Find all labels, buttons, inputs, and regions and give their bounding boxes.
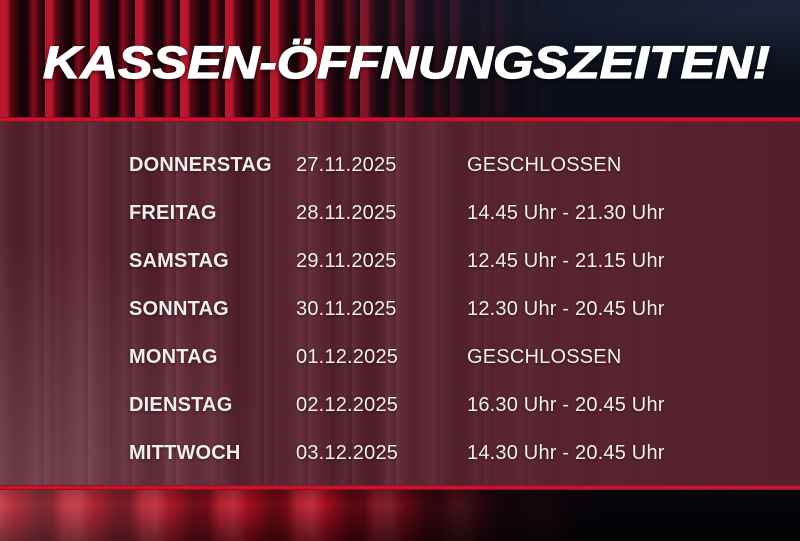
table-cell-date: 02.12.2025: [296, 393, 399, 416]
table-cell-hours: GESCHLOSSEN: [467, 153, 622, 176]
table-cell-day: SAMSTAG: [129, 249, 229, 272]
schedule-panel: DONNERSTAG 27.11.2025 GESCHLOSSEN FREITA…: [0, 122, 800, 485]
poster-title-graphic: KASSEN-ÖFFNUNGSZEITEN!: [42, 36, 770, 88]
table-cell-day: MONTAG: [129, 345, 218, 368]
table-cell-date: 01.12.2025: [296, 345, 399, 368]
table-cell-hours: 14.45 Uhr - 21.30 Uhr: [467, 201, 665, 224]
curtain-header: KASSEN-ÖFFNUNGSZEITEN!: [0, 0, 800, 117]
table-cell-day: DIENSTAG: [129, 393, 233, 416]
table-cell-date: 29.11.2025: [296, 249, 397, 272]
table-cell-date: 27.11.2025: [296, 153, 397, 176]
table-cell-hours: 14.30 Uhr - 20.45 Uhr: [467, 441, 665, 464]
table-cell-day: DONNERSTAG: [129, 153, 272, 176]
table-cell-day: MITTWOCH: [129, 441, 241, 464]
top-red-divider: [0, 117, 800, 122]
table-cell-date: 03.12.2025: [296, 441, 399, 464]
curtain-footer: [0, 490, 800, 541]
table-cell-hours: 12.45 Uhr - 21.15 Uhr: [467, 249, 665, 272]
table-cell-day: SONNTAG: [129, 297, 229, 320]
table-cell-day: FREITAG: [129, 201, 217, 224]
bottom-red-divider: [0, 485, 800, 490]
table-cell-hours: GESCHLOSSEN: [467, 345, 622, 368]
table-cell-hours: 16.30 Uhr - 20.45 Uhr: [467, 393, 665, 416]
table-cell-date: 28.11.2025: [296, 201, 397, 224]
page-title: KASSEN-ÖFFNUNGSZEITEN!: [43, 37, 770, 88]
table-cell-date: 30.11.2025: [296, 297, 397, 320]
opening-hours-table: DONNERSTAG 27.11.2025 GESCHLOSSEN FREITA…: [129, 141, 800, 477]
table-cell-hours: 12.30 Uhr - 20.45 Uhr: [467, 297, 665, 320]
